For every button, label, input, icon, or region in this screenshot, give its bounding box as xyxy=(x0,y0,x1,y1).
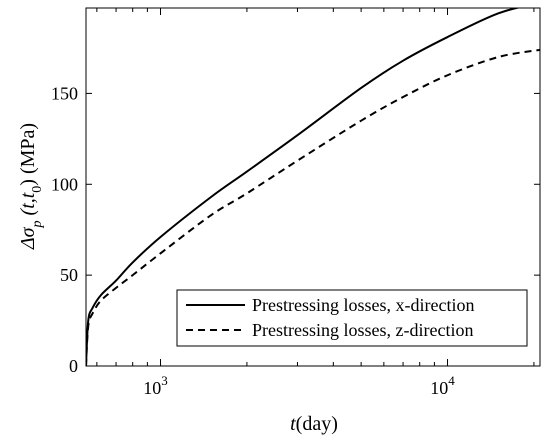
y-title-delta-sigma: Δσ xyxy=(17,226,39,250)
y-axis-title: Δσp (t,t0) (MPa) xyxy=(17,123,45,250)
y-title-args: (t,t xyxy=(17,192,39,215)
legend: Prestressing losses, x-direction Prestre… xyxy=(176,289,528,347)
y-title-sub-0: 0 xyxy=(30,186,45,193)
curves-layer xyxy=(86,8,540,366)
x-title-var: t xyxy=(290,413,296,435)
legend-box xyxy=(176,289,528,347)
legend-label-x: Prestressing losses, x-direction xyxy=(252,295,474,315)
series-line-z-direction xyxy=(86,48,540,366)
plot-frame xyxy=(85,7,541,367)
y-tick-label: 150 xyxy=(51,83,78,103)
y-title-unit: (MPa) xyxy=(17,123,39,179)
y-tick-label: 100 xyxy=(51,174,78,194)
y-tick-label: 0 xyxy=(69,356,78,376)
x-title-unit: (day) xyxy=(296,413,338,435)
legend-label-z: Prestressing losses, z-direction xyxy=(252,320,473,340)
ticks-layer: 0 50 100 150 103 104 xyxy=(51,8,540,398)
y-title-close: ) xyxy=(17,179,39,186)
x-tick-label: 103 xyxy=(143,373,168,398)
x-axis-title: t(day) xyxy=(290,413,338,435)
y-title-sub-p: p xyxy=(30,220,45,228)
series-line-x-direction xyxy=(86,8,521,366)
x-tick-label: 104 xyxy=(430,373,455,398)
y-tick-label: 50 xyxy=(60,265,78,285)
